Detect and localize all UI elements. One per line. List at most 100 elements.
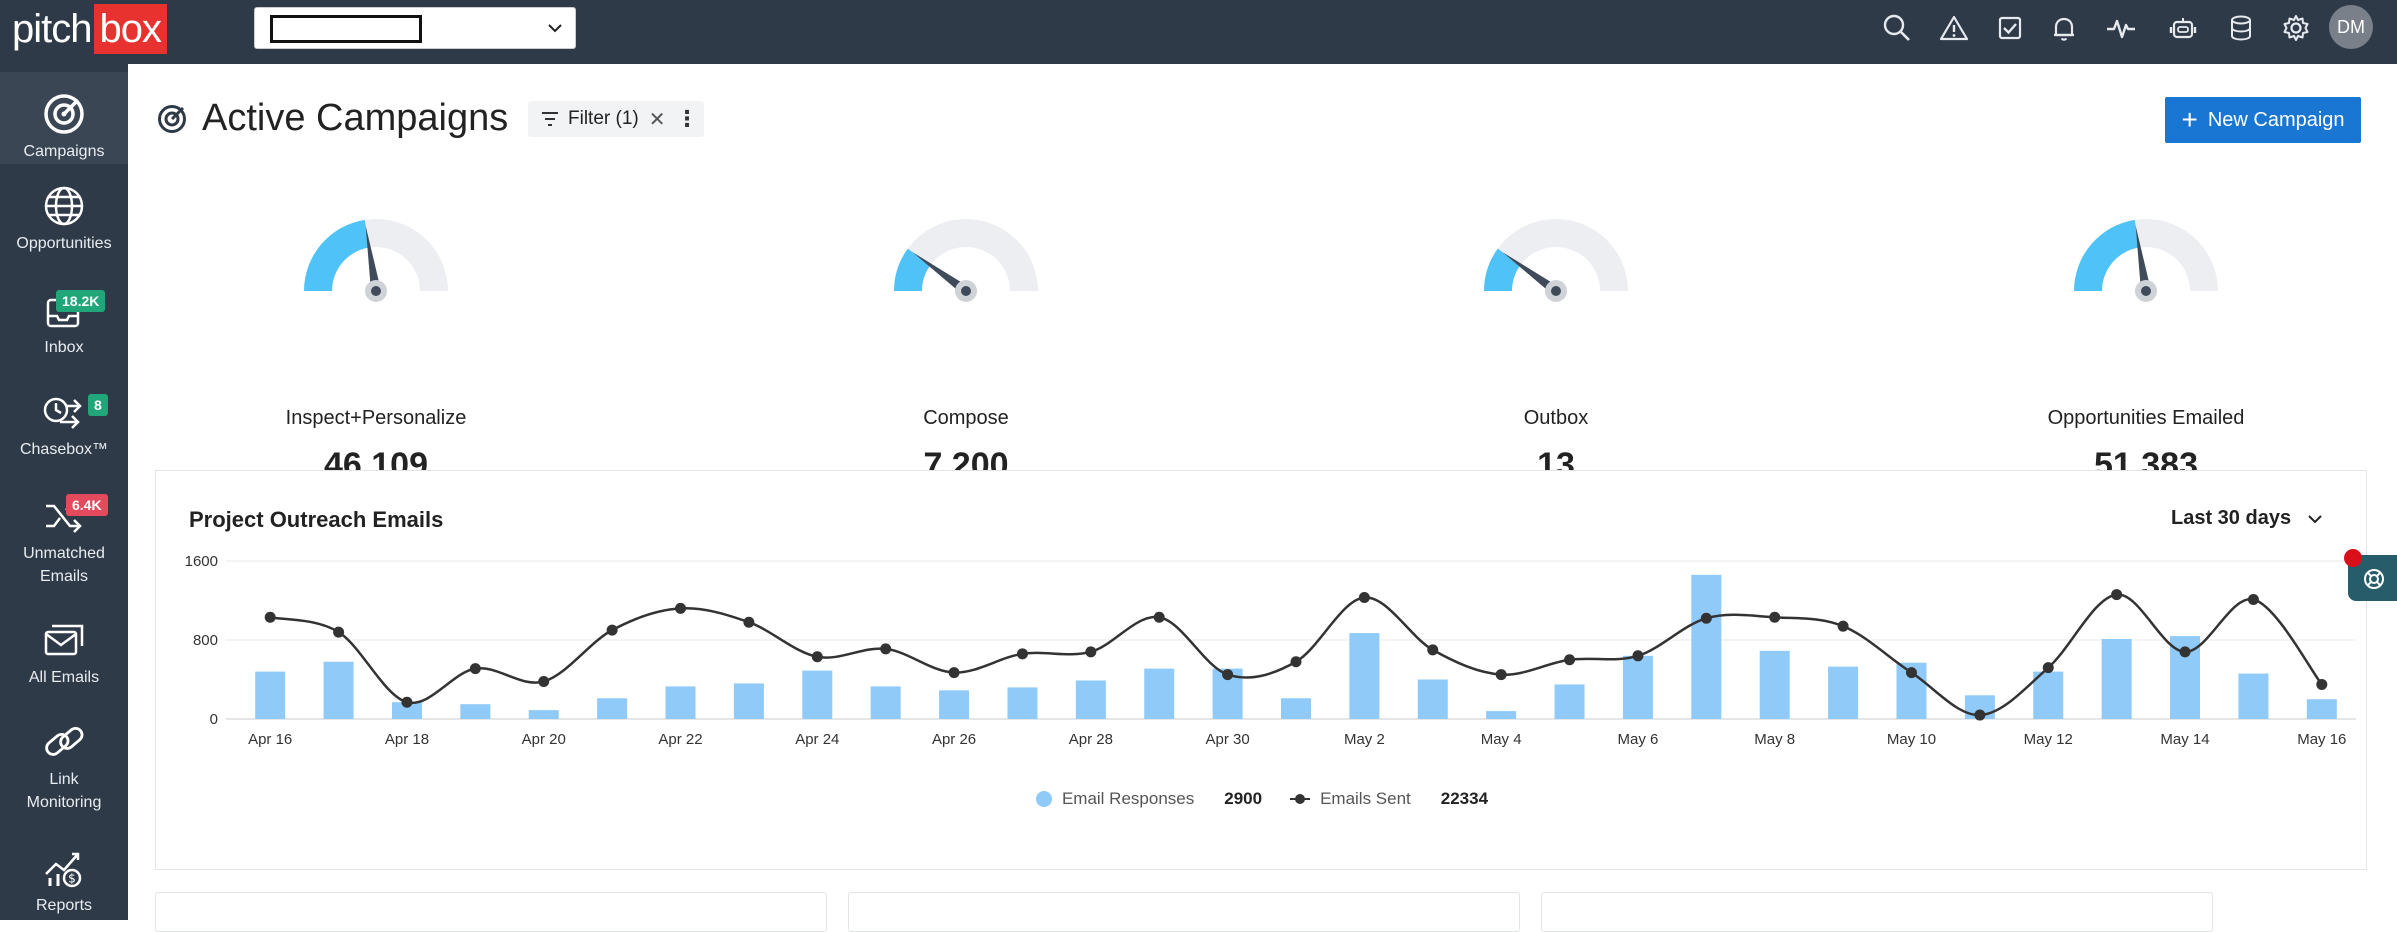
- point-emails-sent: [2042, 662, 2054, 674]
- sidebar-item-unmatched-emails[interactable]: Unmatched Emails 6.4K: [0, 492, 128, 588]
- gauge-needle: [365, 225, 381, 292]
- chart-title: Project Outreach Emails: [189, 507, 444, 532]
- bar-email-responses: [870, 686, 901, 719]
- gear-icon[interactable]: [2280, 12, 2312, 44]
- search-icon[interactable]: [1881, 12, 1913, 44]
- bar-email-responses: [2238, 673, 2269, 719]
- filter-icon: [542, 112, 558, 126]
- point-emails-sent: [1427, 644, 1439, 656]
- gauge-dial: [894, 218, 1038, 302]
- new-campaign-label: New Campaign: [2207, 108, 2345, 131]
- sidebar-item-reports[interactable]: $ Reports: [0, 844, 128, 917]
- gauge-fill: [304, 219, 370, 291]
- bar-email-responses: [1622, 655, 1653, 719]
- bar-email-responses: [528, 710, 559, 719]
- bell-icon[interactable]: [2048, 12, 2080, 44]
- bottom-card: [848, 892, 1520, 932]
- point-emails-sent: [2179, 646, 2191, 658]
- gauge-dial: [2074, 218, 2218, 302]
- bar-email-responses: [2306, 699, 2337, 719]
- project-outreach-chart-card: Project Outreach Emails Last 30 days 0 80…: [155, 470, 2367, 870]
- filter-button[interactable]: Filter (1) ✕: [528, 101, 678, 137]
- emails-icon: [44, 624, 84, 656]
- x-tick-label: Apr 22: [658, 731, 702, 748]
- database-icon[interactable]: [2225, 12, 2257, 44]
- point-emails-sent: [2316, 678, 2328, 690]
- user-avatar[interactable]: DM: [2329, 5, 2373, 49]
- point-emails-sent: [469, 663, 481, 675]
- legend-item-sent[interactable]: Emails Sent 22334: [1290, 789, 1488, 809]
- legend-bar-swatch: [1035, 791, 1052, 807]
- robot-icon[interactable]: [2167, 12, 2199, 44]
- filter-label: Filter (1): [568, 108, 639, 129]
- x-tick-label: May 16: [2297, 731, 2346, 748]
- close-icon[interactable]: ✕: [648, 108, 666, 131]
- point-emails-sent: [1769, 611, 1781, 623]
- legend-item-responses[interactable]: Email Responses 2900: [1035, 789, 1263, 809]
- point-emails-sent: [1632, 650, 1644, 662]
- x-tick-label: May 6: [1618, 731, 1659, 748]
- point-emails-sent: [1905, 667, 1917, 679]
- bar-email-responses: [1828, 666, 1859, 719]
- plus-icon: +: [2181, 104, 2198, 135]
- bar-email-responses: [1554, 684, 1585, 719]
- sidebar-item-label: Link Monitoring: [26, 771, 102, 811]
- point-emails-sent: [880, 643, 892, 655]
- bar-email-responses: [391, 702, 422, 719]
- bar-email-responses: [1007, 687, 1038, 719]
- gauge-label: Opportunities Emailed: [2047, 407, 2245, 429]
- sidebar-item-link-monitoring[interactable]: Link Monitoring: [0, 718, 128, 814]
- date-range-select[interactable]: Last 30 days: [2171, 507, 2325, 530]
- chevron-down-icon: [2308, 514, 2322, 523]
- checkbox-icon[interactable]: [1994, 12, 2026, 44]
- alert-icon[interactable]: [1938, 12, 1970, 44]
- chasebox-icon: [43, 397, 82, 429]
- unmatched-count-badge: 6.4K: [66, 494, 108, 516]
- point-emails-sent: [948, 667, 960, 679]
- sidebar-item-inbox[interactable]: Inbox 18.2K: [0, 286, 128, 359]
- point-emails-sent: [2247, 594, 2259, 606]
- sidebar-item-label: Unmatched Emails: [23, 545, 105, 585]
- point-emails-sent: [675, 602, 687, 614]
- more-options-button[interactable]: ⋮: [670, 101, 704, 137]
- bar-email-responses: [597, 698, 628, 719]
- legend-line-swatch: [1290, 794, 1311, 804]
- bottom-card: [155, 892, 827, 932]
- gauge-label: Inspect+Personalize: [285, 407, 467, 429]
- top-navbar: pitch box DM: [0, 0, 2397, 64]
- svg-text:$: $: [68, 872, 76, 886]
- point-emails-sent: [743, 616, 755, 628]
- gauge-needle: [912, 252, 969, 296]
- legend-total: 2900: [1224, 789, 1263, 808]
- pulse-icon[interactable]: [2105, 12, 2137, 44]
- point-emails-sent: [2111, 589, 2123, 601]
- y-tick-label: 0: [210, 711, 218, 728]
- sidebar-item-label: Campaigns: [23, 143, 105, 160]
- line-emails-sent: [269, 593, 2323, 717]
- point-emails-sent: [1974, 709, 1986, 721]
- point-emails-sent: [606, 624, 618, 636]
- gauge-dial: [304, 218, 448, 302]
- sidebar-item-chasebox[interactable]: Chasebox™ 8: [0, 388, 128, 461]
- point-emails-sent: [264, 611, 276, 623]
- x-tick-label: May 10: [1887, 731, 1936, 748]
- x-tick-label: May 8: [1754, 731, 1795, 748]
- pitchbox-logo[interactable]: pitch box: [12, 4, 167, 54]
- chevron-down-icon: [548, 24, 562, 33]
- sidebar-item-label: All Emails: [28, 669, 100, 686]
- x-tick-label: Apr 28: [1069, 731, 1113, 748]
- bar-email-responses: [1281, 698, 1311, 719]
- sidebar-item-campaigns[interactable]: Campaigns: [0, 72, 128, 164]
- gauge-hub-center: [1551, 286, 1561, 296]
- point-emails-sent: [1222, 669, 1234, 681]
- support-widget[interactable]: [2344, 549, 2397, 601]
- x-tick-label: Apr 26: [932, 731, 976, 748]
- y-tick-label: 800: [193, 632, 218, 649]
- x-tick-label: Apr 18: [385, 731, 429, 748]
- x-tick-label: May 14: [2160, 731, 2209, 748]
- new-campaign-button[interactable]: + New Campaign: [2165, 97, 2361, 143]
- sidebar-item-all-emails[interactable]: All Emails: [0, 616, 128, 689]
- project-select[interactable]: [254, 7, 576, 49]
- sidebar-item-opportunities[interactable]: Opportunities: [0, 182, 128, 255]
- bar-email-responses: [733, 683, 764, 719]
